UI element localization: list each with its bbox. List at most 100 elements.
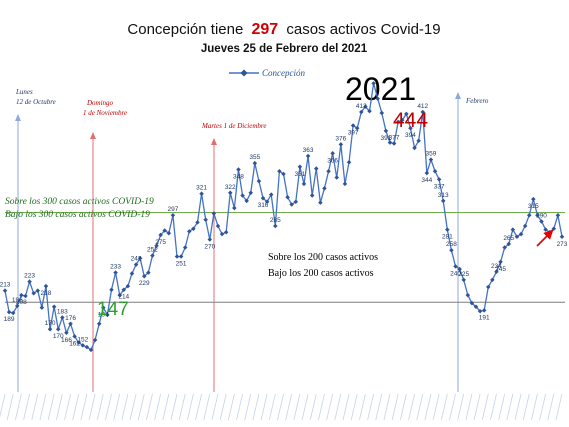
data-point — [342, 181, 348, 187]
x-tick-mark — [506, 393, 514, 421]
x-tick-mark — [187, 393, 194, 421]
data-label: 245 — [495, 266, 506, 273]
data-point — [60, 315, 65, 320]
x-tick-mark — [473, 393, 481, 421]
x-tick-mark — [449, 393, 456, 421]
x-tick-mark — [219, 393, 227, 421]
x-tick-mark — [285, 393, 293, 421]
data-point — [109, 287, 114, 292]
x-tick-mark — [481, 393, 489, 421]
x-tick-mark — [367, 393, 374, 421]
x-tick-mark — [0, 393, 6, 418]
data-point — [277, 169, 282, 174]
data-point — [346, 160, 352, 165]
chart-title: Concepción tiene 297 casos activos Covid… — [127, 21, 440, 38]
data-point — [449, 247, 454, 253]
data-label: 316 — [258, 202, 269, 209]
data-point — [428, 157, 434, 162]
data-label: 281 — [442, 234, 453, 241]
x-tick-mark — [301, 393, 309, 421]
data-label: 297 — [167, 206, 178, 213]
data-point — [178, 254, 184, 259]
data-point — [215, 223, 221, 229]
data-point — [453, 264, 458, 269]
x-tick-mark — [522, 393, 530, 421]
data-point — [445, 227, 450, 232]
x-tick-mark — [514, 393, 522, 421]
data-point — [129, 271, 135, 276]
min-highlight-label: 147 — [97, 299, 129, 320]
data-point — [72, 334, 77, 339]
data-point — [338, 142, 344, 147]
data-point — [199, 191, 204, 196]
data-point — [236, 167, 241, 172]
data-label: 258 — [446, 241, 457, 248]
x-tick-mark — [80, 393, 88, 421]
data-label: 322 — [225, 184, 236, 191]
data-point — [101, 305, 106, 310]
data-point — [27, 279, 32, 284]
data-point — [301, 181, 307, 187]
data-point — [555, 212, 561, 218]
data-point — [248, 190, 253, 196]
x-tick-mark — [162, 393, 170, 421]
annotation-lunes-line2: 12 de Octubre — [16, 98, 56, 106]
x-tick-mark — [432, 393, 440, 421]
data-point — [68, 321, 73, 327]
data-label: 315 — [528, 203, 539, 210]
x-tick-mark — [318, 393, 325, 421]
data-point — [481, 308, 487, 313]
x-tick-mark — [391, 393, 399, 421]
title-prefix: Concepción tiene — [127, 21, 243, 38]
x-tick-mark — [334, 393, 342, 421]
data-point — [383, 128, 389, 134]
data-label: 376 — [335, 135, 346, 142]
data-point — [6, 309, 12, 315]
data-point — [252, 160, 258, 166]
x-tick-mark — [490, 393, 497, 421]
annotation-martes-arrowhead — [211, 138, 217, 145]
data-label: 359 — [426, 151, 437, 158]
annotation-febrero-arrowhead — [455, 92, 461, 99]
data-point — [526, 212, 532, 218]
data-label: 285 — [270, 217, 281, 224]
x-tick-mark — [203, 393, 211, 421]
data-point — [256, 178, 262, 184]
data-label: 351 — [294, 171, 305, 178]
data-point — [375, 96, 380, 101]
x-axis-tick-labels — [0, 393, 563, 421]
data-point — [457, 266, 462, 272]
data-label: 252 — [147, 247, 158, 254]
x-tick-mark — [236, 393, 243, 421]
threshold-200-above-label: Sobre los 200 casos activos — [268, 252, 378, 263]
data-label: 321 — [196, 185, 207, 192]
x-tick-mark — [64, 393, 71, 421]
data-label: 344 — [421, 177, 432, 184]
x-tick-mark — [457, 393, 465, 421]
data-point — [47, 326, 53, 332]
data-label: 242 — [131, 256, 142, 263]
data-point — [96, 321, 102, 327]
x-tick-mark — [383, 393, 391, 421]
data-label: 337 — [434, 183, 445, 190]
data-point — [51, 304, 57, 310]
annotation-domingo: Domingo 1 de Noviembre — [83, 99, 127, 392]
data-point — [43, 283, 49, 289]
data-label: 394 — [405, 132, 416, 139]
annotation-martes: Martes 1 de Diciembre — [201, 122, 266, 392]
data-label: 214 — [118, 294, 129, 301]
data-label: 234 — [491, 263, 502, 270]
data-point — [170, 212, 176, 218]
data-label: 412 — [417, 103, 428, 110]
data-point — [498, 259, 503, 265]
data-point — [424, 170, 430, 176]
data-label: 233 — [110, 264, 121, 271]
x-tick-mark — [555, 393, 563, 421]
x-tick-mark — [326, 393, 334, 421]
x-tick-mark — [47, 393, 55, 421]
data-label: 218 — [41, 290, 52, 297]
data-point — [137, 256, 143, 261]
data-label: 251 — [176, 261, 187, 268]
max-highlight-label: 444 — [393, 109, 428, 132]
x-tick-mark — [268, 393, 276, 421]
